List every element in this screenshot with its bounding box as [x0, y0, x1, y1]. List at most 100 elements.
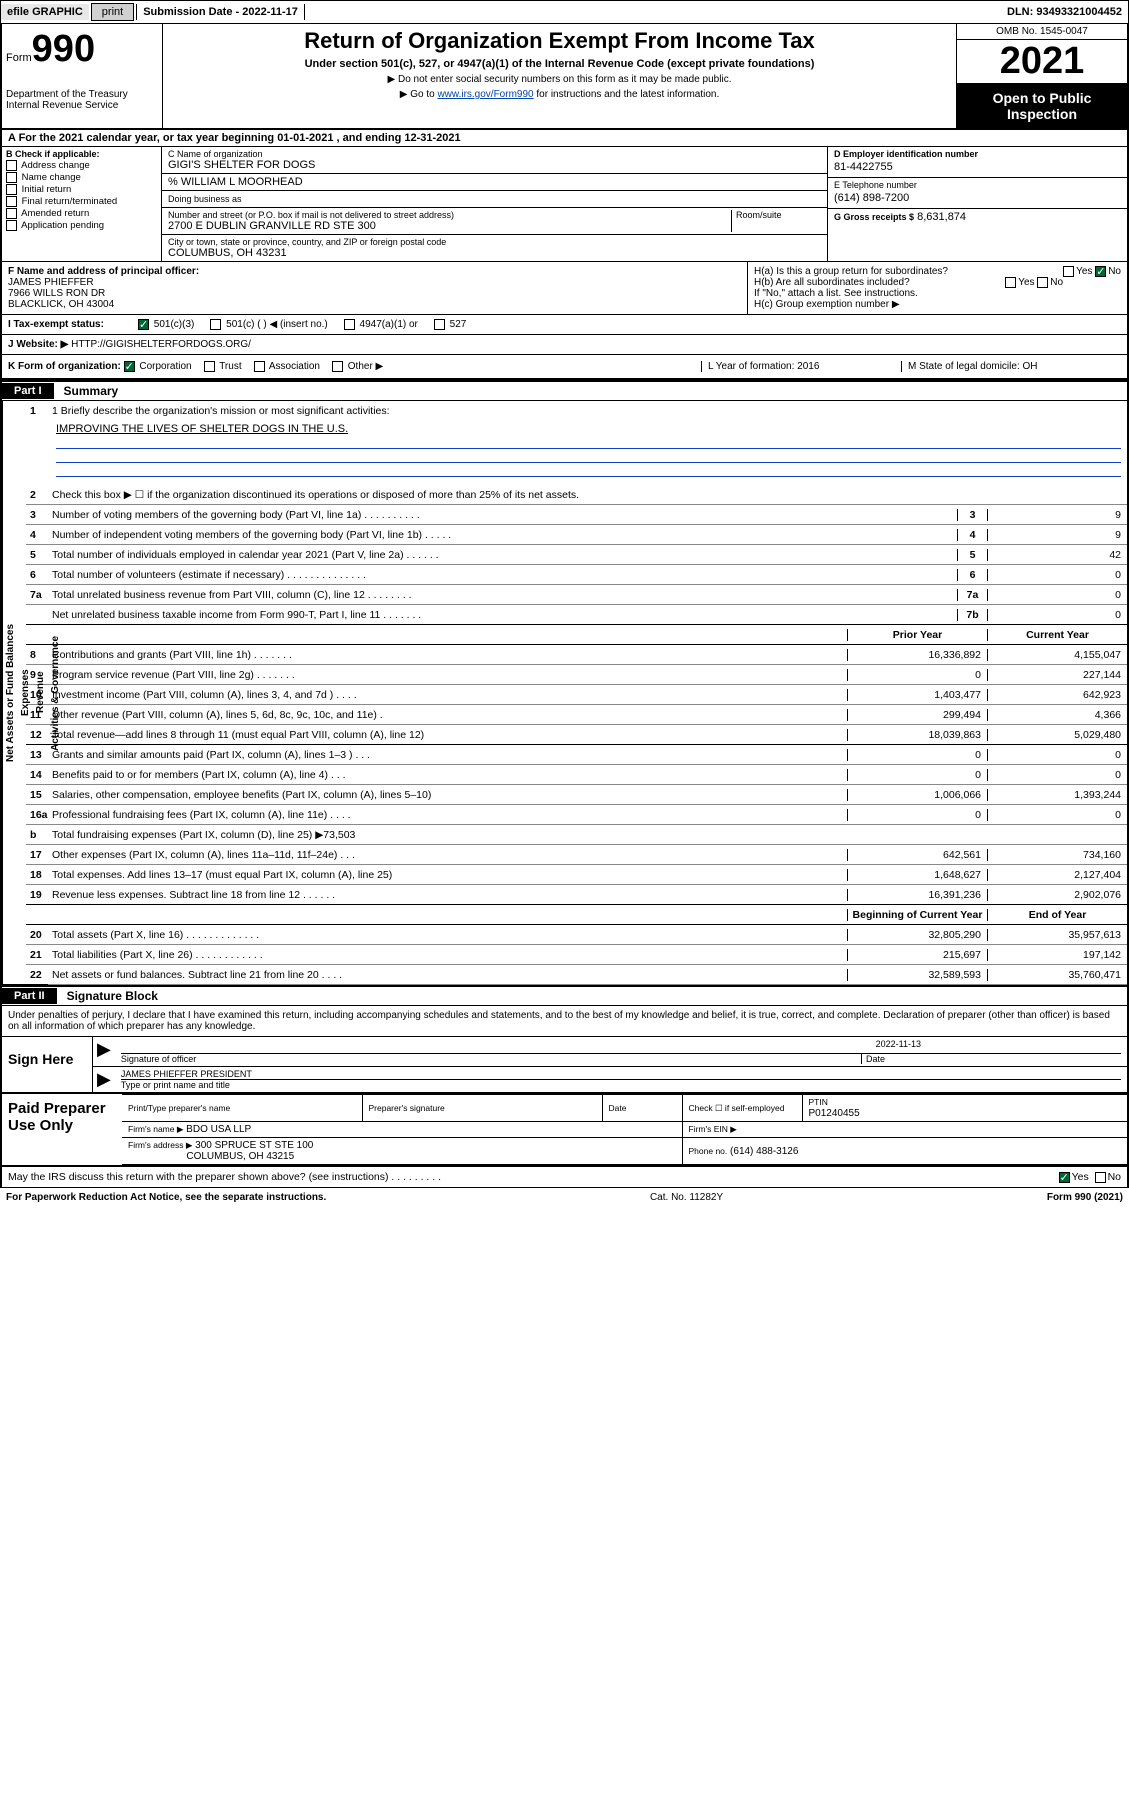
sign-here-block: Sign Here ▶ 2022-11-13 Signature of offi… [0, 1036, 1129, 1094]
prior-year-header: Prior Year [847, 629, 987, 641]
care-of: % WILLIAM L MOORHEAD [162, 174, 827, 191]
ha-no-checkbox[interactable] [1095, 266, 1106, 277]
form-org-option[interactable]: Other ▶ [332, 361, 383, 372]
part-i-header: Part I Summary [0, 380, 1129, 401]
summary-line: 6Total number of volunteers (estimate if… [26, 565, 1127, 585]
firm-addr-label: Firm's address ▶ [128, 1140, 192, 1150]
summary-line: 5Total number of individuals employed in… [26, 545, 1127, 565]
firm-phone: (614) 488-3126 [730, 1146, 798, 1157]
tab-revenue: Revenue [33, 401, 48, 985]
print-button[interactable]: print [91, 3, 134, 21]
ptin-value: P01240455 [809, 1108, 860, 1119]
header-left: Form990 Department of the Treasury Inter… [2, 24, 162, 128]
summary-line: 7aTotal unrelated business revenue from … [26, 585, 1127, 605]
part-i-tag: Part I [2, 383, 54, 399]
summary-line: 22Net assets or fund balances. Subtract … [26, 965, 1127, 985]
firm-addr2: COLUMBUS, OH 43215 [186, 1151, 294, 1162]
form-label: Form [6, 52, 32, 64]
note2-prefix: ▶ Go to [400, 89, 438, 100]
section-k-form-org: K Form of organization: Corporation Trus… [8, 361, 701, 372]
check-option[interactable]: Name change [6, 172, 157, 183]
h-b-note: If "No," attach a list. See instructions… [754, 288, 1121, 299]
part-ii-tag: Part II [2, 988, 57, 1004]
cat-number: Cat. No. 11282Y [326, 1192, 1047, 1203]
irs-link[interactable]: www.irs.gov/Form990 [437, 89, 533, 100]
form-note-1: ▶ Do not enter social security numbers o… [167, 74, 952, 85]
paid-preparer-block: Paid Preparer Use Only Print/Type prepar… [0, 1094, 1129, 1167]
ha-yes-checkbox[interactable] [1063, 266, 1074, 277]
section-b-label: B Check if applicable: [6, 149, 157, 159]
perjury-statement: Under penalties of perjury, I declare th… [0, 1006, 1129, 1036]
name-title-label: Type or print name and title [121, 1079, 1121, 1090]
summary-line: 4Number of independent voting members of… [26, 525, 1127, 545]
summary-line: 3Number of voting members of the governi… [26, 505, 1127, 525]
sign-here-label: Sign Here [2, 1037, 92, 1092]
submission-date: Submission Date - 2022-11-17 [136, 4, 305, 20]
j-label: J Website: ▶ [8, 339, 68, 350]
form-number: Form990 [6, 28, 158, 71]
summary-line: 17Other expenses (Part IX, column (A), l… [26, 845, 1127, 865]
h-a-label: H(a) Is this a group return for subordin… [754, 266, 948, 277]
check-option[interactable]: Final return/terminated [6, 196, 157, 207]
check-option[interactable]: Application pending [6, 220, 157, 231]
efile-label: efile GRAPHIC [1, 4, 89, 20]
form-org-option[interactable]: Corporation [124, 361, 192, 372]
ein-label: D Employer identification number [834, 149, 1121, 159]
tax-status-option[interactable]: 4947(a)(1) or [344, 319, 418, 330]
tax-status-option[interactable]: 527 [434, 319, 466, 330]
summary-line: bTotal fundraising expenses (Part IX, co… [26, 825, 1127, 845]
section-l-year: L Year of formation: 2016 [701, 361, 901, 372]
row-f-h: F Name and address of principal officer:… [0, 262, 1129, 315]
col-header-row: Prior Year Current Year [26, 625, 1127, 645]
summary-line: 10Investment income (Part VIII, column (… [26, 685, 1127, 705]
bcy-header: Beginning of Current Year [847, 909, 987, 921]
department-label: Department of the Treasury Internal Reve… [6, 89, 158, 111]
section-m-state: M State of legal domicile: OH [901, 361, 1121, 372]
hb-yes-checkbox[interactable] [1005, 277, 1016, 288]
tab-net-assets: Net Assets or Fund Balances [3, 401, 18, 985]
tax-status-option[interactable]: 501(c)(3) [138, 319, 194, 330]
check-option[interactable]: Address change [6, 160, 157, 171]
summary-line: 14Benefits paid to or for members (Part … [26, 765, 1127, 785]
mission-text: IMPROVING THE LIVES OF SHELTER DOGS IN T… [56, 423, 1121, 435]
form-org-option[interactable]: Trust [204, 361, 242, 372]
phone-label: E Telephone number [834, 180, 1121, 190]
sidebar-tabs: Net Assets or Fund Balances Expenses Rev… [2, 401, 26, 985]
part-ii-title: Signature Block [57, 987, 168, 1005]
hb-no-checkbox[interactable] [1037, 277, 1048, 288]
prep-self-employed: Check ☐ if self-employed [689, 1103, 785, 1113]
summary-line: 20Total assets (Part X, line 16) . . . .… [26, 925, 1127, 945]
eoy-header: End of Year [987, 909, 1127, 921]
discuss-yes-checkbox[interactable] [1059, 1172, 1070, 1183]
check-option[interactable]: Amended return [6, 208, 157, 219]
discuss-no-checkbox[interactable] [1095, 1172, 1106, 1183]
officer-addr2: BLACKLICK, OH 43004 [8, 299, 741, 310]
dba-label: Doing business as [168, 194, 242, 204]
summary-line: 18Total expenses. Add lines 13–17 (must … [26, 865, 1127, 885]
i-label: I Tax-exempt status: [8, 319, 138, 330]
website-url: HTTP://GIGISHELTERFORDOGS.ORG/ [71, 339, 251, 350]
summary-line: 11Other revenue (Part VIII, column (A), … [26, 705, 1127, 725]
page-footer: For Paperwork Reduction Act Notice, see … [0, 1188, 1129, 1207]
summary-body: 1 1 Briefly describe the organization's … [26, 401, 1127, 985]
prep-date-label: Date [609, 1103, 627, 1113]
check-option[interactable]: Initial return [6, 184, 157, 195]
form-page-label: Form 990 (2021) [1047, 1192, 1123, 1203]
discuss-no-label: No [1108, 1171, 1121, 1183]
hb-yes-label: Yes [1018, 277, 1034, 288]
block-bcde: B Check if applicable: Address change Na… [0, 147, 1129, 262]
row-klm: K Form of organization: Corporation Trus… [0, 355, 1129, 380]
section-f-officer: F Name and address of principal officer:… [2, 262, 747, 314]
form-org-option[interactable]: Association [254, 361, 320, 372]
current-year-header: Current Year [987, 629, 1127, 641]
omb-number: OMB No. 1545-0047 [957, 24, 1127, 40]
header-middle: Return of Organization Exempt From Incom… [162, 24, 957, 128]
mission-text-area: IMPROVING THE LIVES OF SHELTER DOGS IN T… [26, 421, 1127, 485]
sig-date-label: Date [861, 1053, 1121, 1064]
k-label: K Form of organization: [8, 361, 121, 372]
ein-value: 81-4422755 [834, 159, 1121, 175]
addr-label: Number and street (or P.O. box if mail i… [168, 210, 731, 220]
arrow-icon: ▶ [93, 1067, 115, 1092]
mission-label: 1 Briefly describe the organization's mi… [52, 405, 1127, 417]
tax-status-option[interactable]: 501(c) ( ) ◀ (insert no.) [210, 319, 327, 330]
